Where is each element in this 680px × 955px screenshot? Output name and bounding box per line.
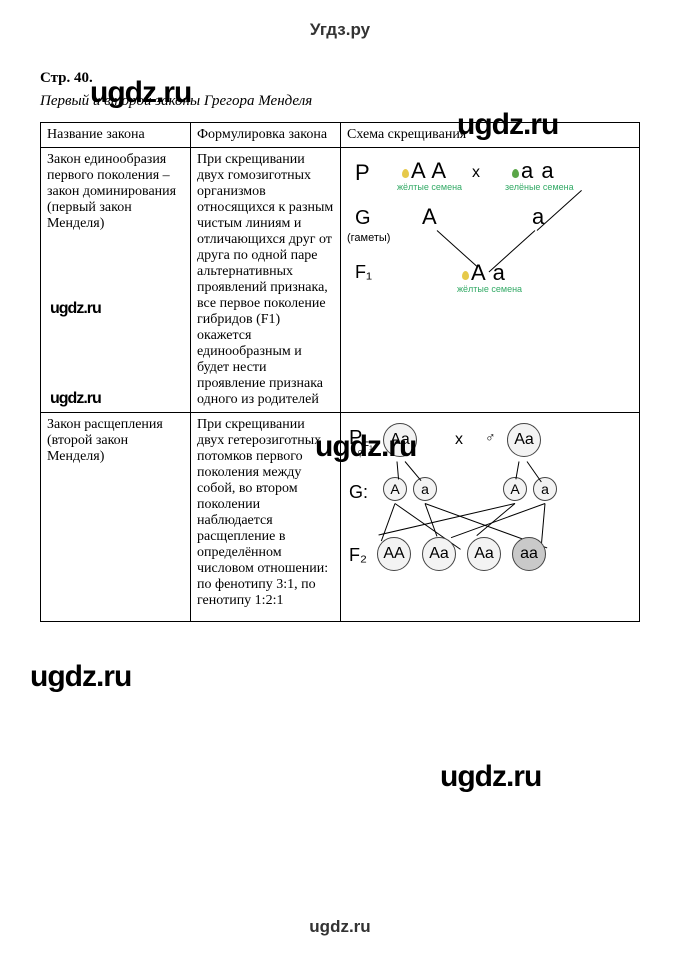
genotype-aa: a a [512, 158, 555, 184]
parent-Aa-male: Aa [507, 423, 541, 457]
cross-line [381, 503, 396, 541]
label-G: G [355, 207, 371, 230]
watermark: ugdz.ru [440, 760, 541, 794]
diagram-second-law: PF₁ ♀ Aa x ♂ Aa G: A a A a [347, 417, 633, 617]
cross-line [425, 503, 438, 536]
col-header-formulation: Формулировка закона [191, 123, 341, 148]
page-subtitle: Первый и второй законы Грегора Менделя [40, 93, 640, 110]
cross-x: x [472, 164, 480, 182]
page-reference: Стр. 40. [40, 70, 640, 87]
site-header: Угдз.ру [40, 20, 640, 40]
parent-Aa-female: Aa [383, 423, 417, 457]
gamete-A: A [422, 204, 438, 230]
female-icon: ♀ [355, 445, 366, 461]
law-diagram-cell: PF₁ ♀ Aa x ♂ Aa G: A a A a [341, 413, 640, 622]
table-header-row: Название закона Формулировка закона Схем… [41, 123, 640, 148]
label-F2: F₂ [349, 545, 367, 566]
cross-line [405, 461, 422, 481]
law-diagram-cell: P A A x a a жёлтые семена зелёные семена… [341, 148, 640, 413]
table-row: Закон единообразия первого поколения – з… [41, 148, 640, 413]
gamete-a: a [532, 204, 545, 230]
offspring-Aa: Aa [422, 537, 456, 571]
gamete-a: a [533, 477, 557, 501]
offspring-Aa: Aa [467, 537, 501, 571]
watermark: ugdz.ru [30, 660, 131, 694]
gamete-A: A [503, 477, 527, 501]
offspring-aa: aa [512, 537, 546, 571]
law-formulation-cell: При скрещивании двух гетерозиготных пото… [191, 413, 341, 622]
text-Aa: A a [471, 260, 506, 285]
green-seed-icon [512, 169, 519, 178]
law-name-cell: Закон расщепления (второй закон Менделя) [41, 413, 191, 622]
label-green-seeds: зелёные семена [505, 182, 574, 192]
laws-table: Название закона Формулировка закона Схем… [40, 122, 640, 622]
cross-line [527, 461, 542, 482]
law-formulation-cell: При скрещивании двух гомозиготных органи… [191, 148, 341, 413]
col-header-diagram: Схема скрещивания [341, 123, 640, 148]
label-F1: F₁ [355, 262, 372, 283]
cross-line [397, 461, 400, 479]
col-header-name: Название закона [41, 123, 191, 148]
male-icon: ♂ [485, 429, 496, 445]
label-G: G: [349, 482, 368, 503]
yellow-seed-icon [462, 271, 469, 280]
text-aa: a a [521, 158, 555, 183]
label-yellow-seeds: жёлтые семена [397, 182, 462, 192]
label-result-yellow: жёлтые семена [457, 284, 522, 294]
label-gametes: (гаметы) [347, 232, 390, 244]
label-P: P [355, 160, 370, 186]
text-AA: A A [411, 158, 447, 183]
gamete-a: a [413, 477, 437, 501]
site-footer: ugdz.ru [0, 917, 680, 937]
diagram-first-law: P A A x a a жёлтые семена зелёные семена… [347, 152, 633, 332]
cross-line [451, 503, 545, 538]
cross-x: x [455, 431, 463, 449]
yellow-seed-icon [402, 169, 409, 178]
gamete-A: A [383, 477, 407, 501]
offspring-AA: AA [377, 537, 411, 571]
cross-line [541, 503, 545, 543]
law-name-cell: Закон единообразия первого поколения – з… [41, 148, 191, 413]
genotype-Aa: A a [462, 260, 506, 286]
table-row: Закон расщепления (второй закон Менделя)… [41, 413, 640, 622]
genotype-AA: A A [402, 158, 447, 184]
